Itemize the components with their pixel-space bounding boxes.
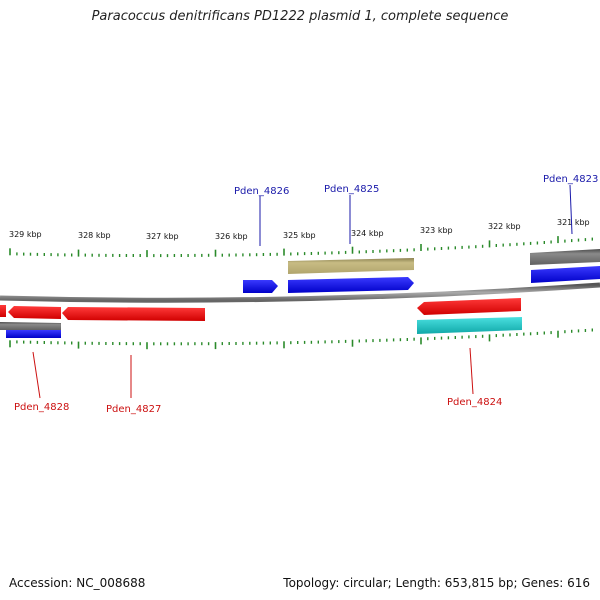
tick-labels: 329 kbp 328 kbp 327 kbp 326 kbp 325 kbp …: [9, 218, 590, 241]
sequence-info: Topology: circular; Length: 653,815 bp; …: [283, 576, 590, 590]
accession-label: Accession: NC_008688: [9, 576, 146, 590]
gene-label-pden-4827[interactable]: Pden_4827: [106, 404, 161, 415]
tick-label: 321 kbp: [557, 218, 590, 227]
leader-line-pden-4824: [469, 347, 474, 395]
scale-ticks-inner: [9, 328, 593, 350]
scale-ticks-outer: [9, 236, 593, 258]
gene-label-pden-4825[interactable]: Pden_4825: [324, 184, 379, 195]
tick-label: 326 kbp: [215, 232, 248, 241]
leader-line-pden-4823: [569, 184, 573, 235]
gene-feature-grey-left[interactable]: [0, 322, 61, 330]
tick-label: 325 kbp: [283, 231, 316, 240]
gene-pden-4824[interactable]: [417, 298, 521, 315]
gene-feature-blue-left[interactable]: [6, 330, 61, 338]
tick-label: 323 kbp: [420, 226, 453, 235]
tick-label: 324 kbp: [351, 229, 384, 238]
gene-feature-tan[interactable]: [288, 258, 414, 274]
gene-pden-4823[interactable]: [531, 266, 600, 283]
gene-feature-grey-right[interactable]: [530, 249, 600, 265]
gene-label-pden-4824[interactable]: Pden_4824: [447, 397, 502, 408]
gene-label-pden-4828[interactable]: Pden_4828: [14, 402, 69, 413]
page-title: Paracoccus denitrificans PD1222 plasmid …: [91, 9, 509, 24]
gene-label-pden-4823[interactable]: Pden_4823: [543, 174, 598, 185]
gene-pden-4826[interactable]: [243, 280, 278, 293]
leader-line-pden-4828: [32, 351, 41, 399]
tick-label: 328 kbp: [78, 231, 111, 240]
gene-red-left-edge[interactable]: [0, 305, 6, 317]
tick-label: 327 kbp: [146, 232, 179, 241]
gene-pden-4827[interactable]: [62, 307, 205, 321]
tick-label: 322 kbp: [488, 222, 521, 231]
backbone-arc: [0, 282, 600, 303]
gene-pden-4828[interactable]: [8, 306, 61, 319]
gene-pden-4825[interactable]: [288, 277, 414, 293]
gene-label-pden-4826[interactable]: Pden_4826: [234, 186, 289, 197]
tick-label: 329 kbp: [9, 230, 42, 239]
gene-feature-cyan[interactable]: [417, 317, 522, 334]
